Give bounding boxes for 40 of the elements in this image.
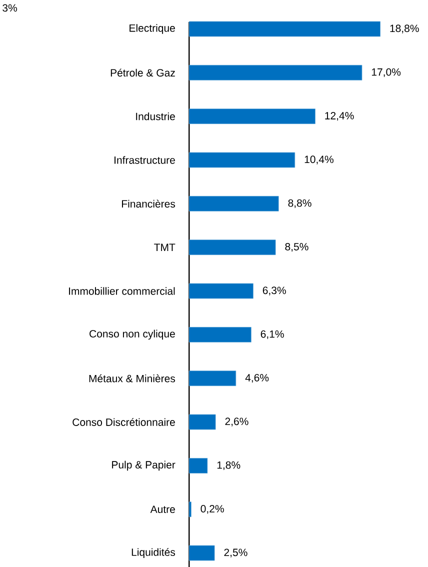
data-label: 4,6% xyxy=(245,374,269,383)
y-tick-label: Electrique xyxy=(130,24,175,34)
data-label: 18,8% xyxy=(390,24,419,34)
data-label: 10,4% xyxy=(304,156,334,164)
bar xyxy=(188,152,296,168)
data-label: 2,6% xyxy=(225,418,248,426)
y-tick-label: Pétrole & Gaz xyxy=(110,68,175,77)
y-tick-label: Métaux & Minières xyxy=(89,374,176,382)
data-label: 17,0% xyxy=(372,68,401,77)
data-label: 8,5% xyxy=(285,243,308,252)
y-tick-label: Industrie xyxy=(136,112,175,120)
data-label: 8,8% xyxy=(288,199,312,208)
y-tick-label: Pulp & Papier xyxy=(112,460,176,471)
y-tick-label: Infrastructure xyxy=(114,156,175,164)
y-tick-label: TMT xyxy=(154,244,176,251)
y-tick-label: Autre xyxy=(150,506,175,514)
bar xyxy=(188,21,380,37)
bar xyxy=(188,502,192,518)
y-tick-label: Liquidités xyxy=(132,548,176,558)
bar xyxy=(188,196,279,212)
bar xyxy=(188,240,276,256)
data-label: 0,2% xyxy=(200,505,224,514)
data-label: 12,4% xyxy=(325,112,354,121)
y-tick-label: Financières xyxy=(122,200,176,208)
bar xyxy=(188,326,252,342)
data-label: 2,5% xyxy=(224,548,248,558)
bar xyxy=(188,545,215,561)
y-tick-label: Conso Discrétionnaire xyxy=(72,418,175,426)
y-tick-label: Conso non cylique xyxy=(90,330,175,340)
bar xyxy=(188,414,216,430)
bar xyxy=(188,108,316,124)
data-label: 1,8% xyxy=(217,461,240,470)
bar xyxy=(188,370,236,386)
data-label: 6,1% xyxy=(260,330,284,340)
data-label: 6,3% xyxy=(262,286,286,296)
bar xyxy=(188,458,208,474)
text: 3% xyxy=(2,4,18,12)
y-tick-label: Immobillier commercial xyxy=(69,287,175,295)
bar xyxy=(188,64,362,80)
bar xyxy=(188,283,254,299)
